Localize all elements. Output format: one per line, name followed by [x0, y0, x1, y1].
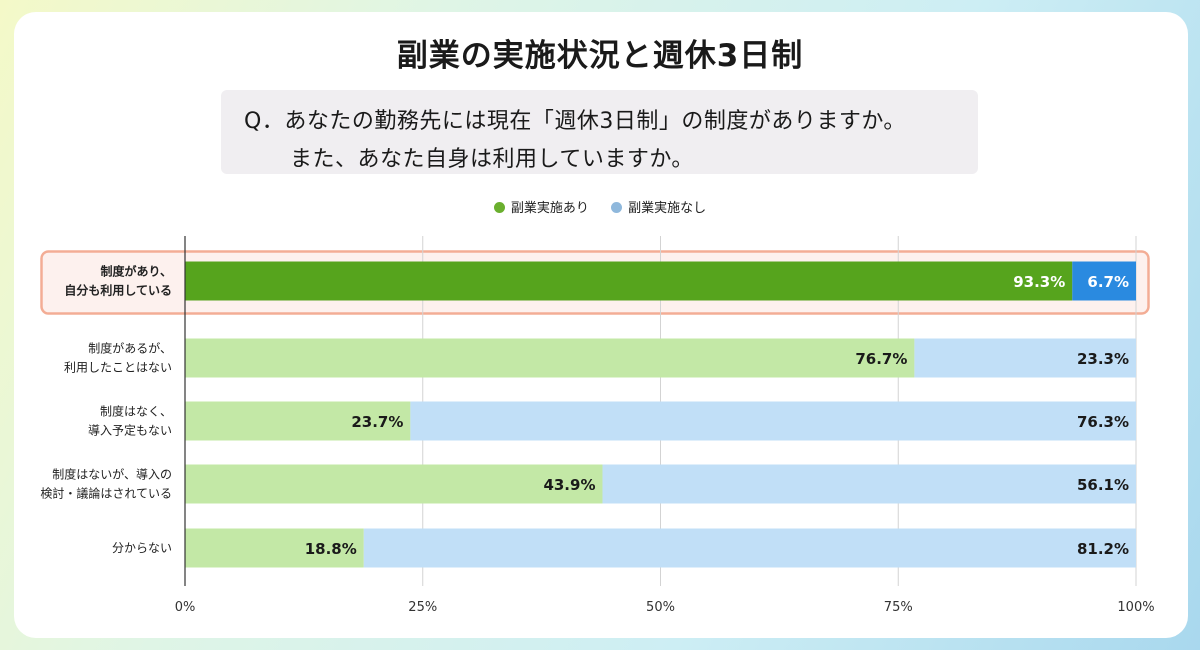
value-label-no-4: 81.2% [1077, 540, 1129, 558]
bar-yes-3 [185, 464, 603, 504]
value-label-no-2: 76.3% [1077, 413, 1129, 431]
value-label-yes-0: 93.3% [1013, 273, 1065, 291]
x-tick-label-0: 0% [175, 600, 196, 615]
bar-yes-4 [185, 528, 364, 568]
legend-item-no: 副業実施なし [611, 197, 706, 216]
category-label-2-0: 制度はなく、 [100, 404, 172, 419]
question-box [221, 90, 978, 174]
question-line-1: Q．あなたの勤務先には現在「週休3日制」の制度がありますか。 [244, 109, 906, 134]
value-label-yes-2: 23.7% [351, 413, 403, 431]
bar-no-4 [363, 528, 1137, 568]
category-label-0-0: 制度があり、 [100, 264, 172, 279]
bar-no-0 [1072, 261, 1136, 301]
x-tick-label-1: 25% [408, 600, 437, 615]
question-line-2: また、あなた自身は利用していますか。 [290, 147, 694, 172]
category-label-2-1: 導入予定もない [88, 423, 172, 438]
value-label-no-1: 23.3% [1077, 350, 1129, 368]
bar-no-3 [602, 464, 1136, 504]
legend-dot-yes [493, 202, 505, 213]
category-label-0-1: 自分も利用している [64, 283, 172, 298]
x-tick-label-2: 50% [646, 600, 675, 615]
value-label-yes-4: 18.8% [305, 540, 357, 558]
category-label-1-1: 利用したことはない [64, 361, 172, 375]
bar-no-1 [914, 338, 1136, 378]
legend-label-yes: 副業実施あり [510, 201, 589, 216]
x-tick-label-4: 100% [1117, 600, 1154, 615]
bar-no-2 [410, 401, 1137, 441]
bar-yes-1 [185, 338, 915, 378]
legend-dot-no [611, 202, 623, 213]
bar-yes-0 [185, 261, 1073, 301]
value-label-yes-3: 43.9% [543, 476, 595, 494]
category-label-4-0: 分からない [112, 541, 172, 555]
category-label-1-0: 制度があるが、 [88, 341, 172, 356]
chart-title: 副業の実施状況と週休3日制 [396, 38, 804, 74]
category-label-3-0: 制度はないが、導入の [52, 467, 172, 482]
value-label-yes-1: 76.7% [855, 350, 907, 368]
legend: 副業実施あり 副業実施なし [0, 197, 1200, 216]
legend-item-yes: 副業実施あり [493, 197, 589, 216]
legend-label-no: 副業実施なし [628, 201, 707, 216]
x-tick-label-3: 75% [884, 600, 913, 615]
category-label-3-1: 検討・議論はされている [40, 486, 172, 501]
bar-yes-2 [185, 401, 411, 441]
value-label-no-3: 56.1% [1077, 476, 1129, 494]
value-label-no-0: 6.7% [1087, 273, 1129, 291]
